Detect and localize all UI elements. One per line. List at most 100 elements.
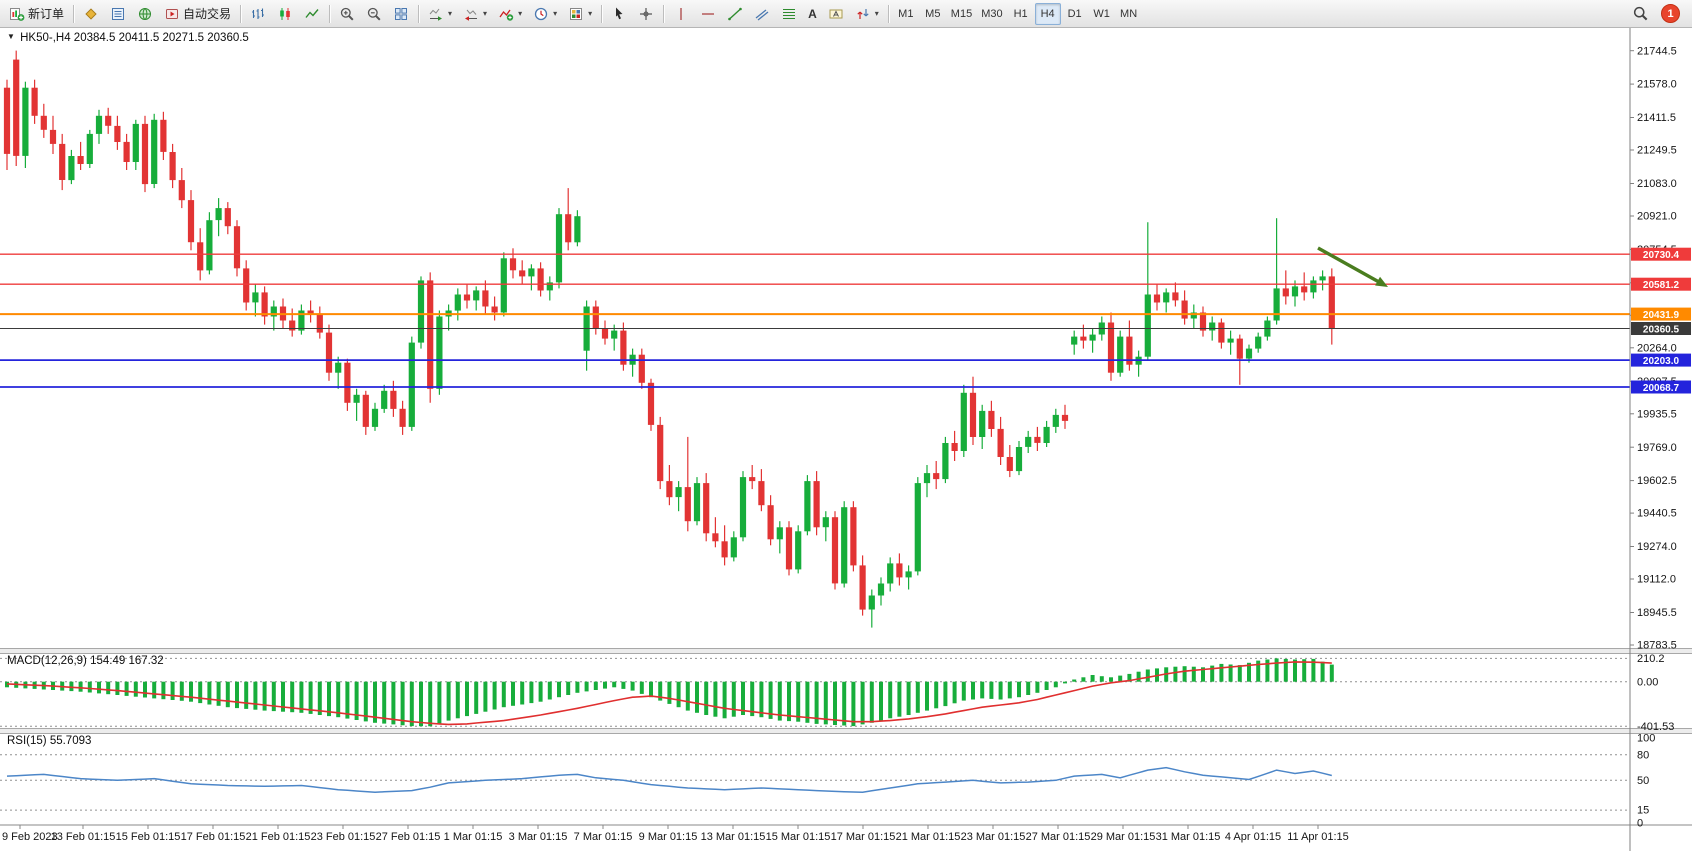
macd-panel-separator xyxy=(0,648,1692,654)
price-axis-label: 20921.0 xyxy=(1637,211,1677,223)
macd-axis-label: 210.2 xyxy=(1637,653,1665,665)
candle xyxy=(22,81,29,168)
horizontal-line-tool-button[interactable] xyxy=(695,3,721,25)
bar-chart-mode-button[interactable] xyxy=(245,3,271,25)
candle xyxy=(1015,441,1023,476)
toolbar-separator xyxy=(329,4,331,23)
candle xyxy=(1052,408,1059,433)
candle xyxy=(31,79,38,124)
arrows-icon xyxy=(857,8,869,19)
candle xyxy=(49,115,57,154)
candle xyxy=(951,430,958,461)
time-axis-label: 4 Apr 01:15 xyxy=(1225,831,1281,843)
search-icon xyxy=(1633,6,1648,21)
time-axis-label: 23 Feb 01:15 xyxy=(311,831,376,843)
toolbar-separator xyxy=(887,4,889,23)
cursor-tool-button[interactable] xyxy=(606,3,632,25)
candle xyxy=(325,324,333,381)
text-tool-button[interactable]: A xyxy=(803,3,822,25)
candle xyxy=(77,141,84,170)
time-axis-label: 17 Mar 01:15 xyxy=(831,831,896,843)
channel-tool-button[interactable] xyxy=(749,3,775,25)
arrows-tool-button[interactable]: ▾ xyxy=(850,3,884,25)
timeframe-m30[interactable]: M30 xyxy=(977,3,1006,25)
candle xyxy=(574,210,581,247)
templates-button[interactable]: ▾ xyxy=(563,3,597,25)
channel-icon xyxy=(755,8,769,21)
fibonacci-tool-button[interactable] xyxy=(776,3,802,25)
depth-of-market-button[interactable] xyxy=(105,3,131,25)
line-chart-icon xyxy=(305,8,319,18)
trendline-tool-button[interactable] xyxy=(722,3,748,25)
collapse-triangle-icon[interactable]: ▼ xyxy=(7,32,15,41)
candle xyxy=(657,416,664,490)
timeframe-w1[interactable]: W1 xyxy=(1089,3,1115,25)
candle xyxy=(454,288,461,321)
zoom-in-icon xyxy=(340,7,354,21)
search-button[interactable] xyxy=(1627,3,1654,25)
candle xyxy=(132,119,139,170)
toolbar-separator xyxy=(240,4,242,23)
candle xyxy=(59,133,66,191)
timeframe-d1[interactable]: D1 xyxy=(1062,3,1088,25)
price-tag: 20360.5 xyxy=(1643,324,1680,335)
toolbar: 新订单 自动交易 xyxy=(0,0,1692,28)
community-button[interactable] xyxy=(132,3,158,25)
candle xyxy=(187,190,195,251)
zoom-out-button[interactable] xyxy=(361,3,387,25)
timeframe-m15[interactable]: M15 xyxy=(947,3,976,25)
candle xyxy=(399,400,406,435)
timeframe-h1[interactable]: H1 xyxy=(1008,3,1034,25)
candle xyxy=(519,260,526,285)
candle xyxy=(1319,270,1326,291)
candle xyxy=(767,495,774,546)
candlestick-mode-button[interactable] xyxy=(272,3,298,25)
timeframe-m5[interactable]: M5 xyxy=(920,3,946,25)
vertical-line-tool-button[interactable] xyxy=(668,3,694,25)
tile-windows-button[interactable] xyxy=(388,3,414,25)
price-tag: 20203.0 xyxy=(1643,356,1680,367)
candle xyxy=(298,304,305,335)
candle xyxy=(1310,276,1317,299)
text-label-tool-button[interactable] xyxy=(823,3,849,25)
candle xyxy=(141,115,149,193)
toolbar-separator xyxy=(601,4,603,23)
auto-trading-button[interactable]: 自动交易 xyxy=(159,3,236,25)
price-axis-label: 21578.0 xyxy=(1637,79,1677,91)
candle xyxy=(160,111,167,160)
rsi-axis-label: 80 xyxy=(1637,749,1649,761)
time-axis-label: 17 Feb 01:15 xyxy=(181,831,246,843)
new-order-button[interactable]: 新订单 xyxy=(4,3,69,25)
symbols-button[interactable] xyxy=(78,3,104,25)
time-axis-label: 15 Mar 01:15 xyxy=(766,831,831,843)
price-axis-label: 19602.5 xyxy=(1637,475,1677,487)
notification-badge[interactable]: 1 xyxy=(1661,4,1680,23)
candle xyxy=(473,286,480,311)
auto-scroll-button[interactable]: ▾ xyxy=(423,3,457,25)
candle xyxy=(758,469,765,512)
candle xyxy=(1199,306,1207,337)
rsi-axis-label: 100 xyxy=(1637,732,1655,744)
candle xyxy=(335,356,342,389)
price-axis-label: 19440.5 xyxy=(1637,508,1677,520)
candle xyxy=(960,384,967,457)
trend-arrow-annotation[interactable] xyxy=(1317,246,1388,287)
timeframe-group: M1 M5 M15 M30 H1 H4 D1 W1 MN xyxy=(893,2,1142,25)
price-axis-label: 19274.0 xyxy=(1637,541,1677,553)
candle xyxy=(933,461,940,490)
periods-button[interactable]: ▾ xyxy=(528,3,562,25)
candle xyxy=(261,286,268,325)
crosshair-tool-button[interactable] xyxy=(633,3,659,25)
caret-down-icon: ▾ xyxy=(588,8,593,18)
timeframe-mn[interactable]: MN xyxy=(1116,3,1142,25)
chart-shift-button[interactable]: ▾ xyxy=(458,3,492,25)
indicators-button[interactable]: ▾ xyxy=(493,3,527,25)
candle xyxy=(1071,330,1078,355)
timeframe-h4[interactable]: H4 xyxy=(1034,2,1061,25)
depth-of-market-icon xyxy=(112,7,125,20)
line-chart-mode-button[interactable] xyxy=(299,3,325,25)
caret-down-icon: ▾ xyxy=(874,8,879,18)
candle xyxy=(233,220,241,277)
zoom-in-button[interactable] xyxy=(334,3,360,25)
timeframe-m1[interactable]: M1 xyxy=(893,3,919,25)
